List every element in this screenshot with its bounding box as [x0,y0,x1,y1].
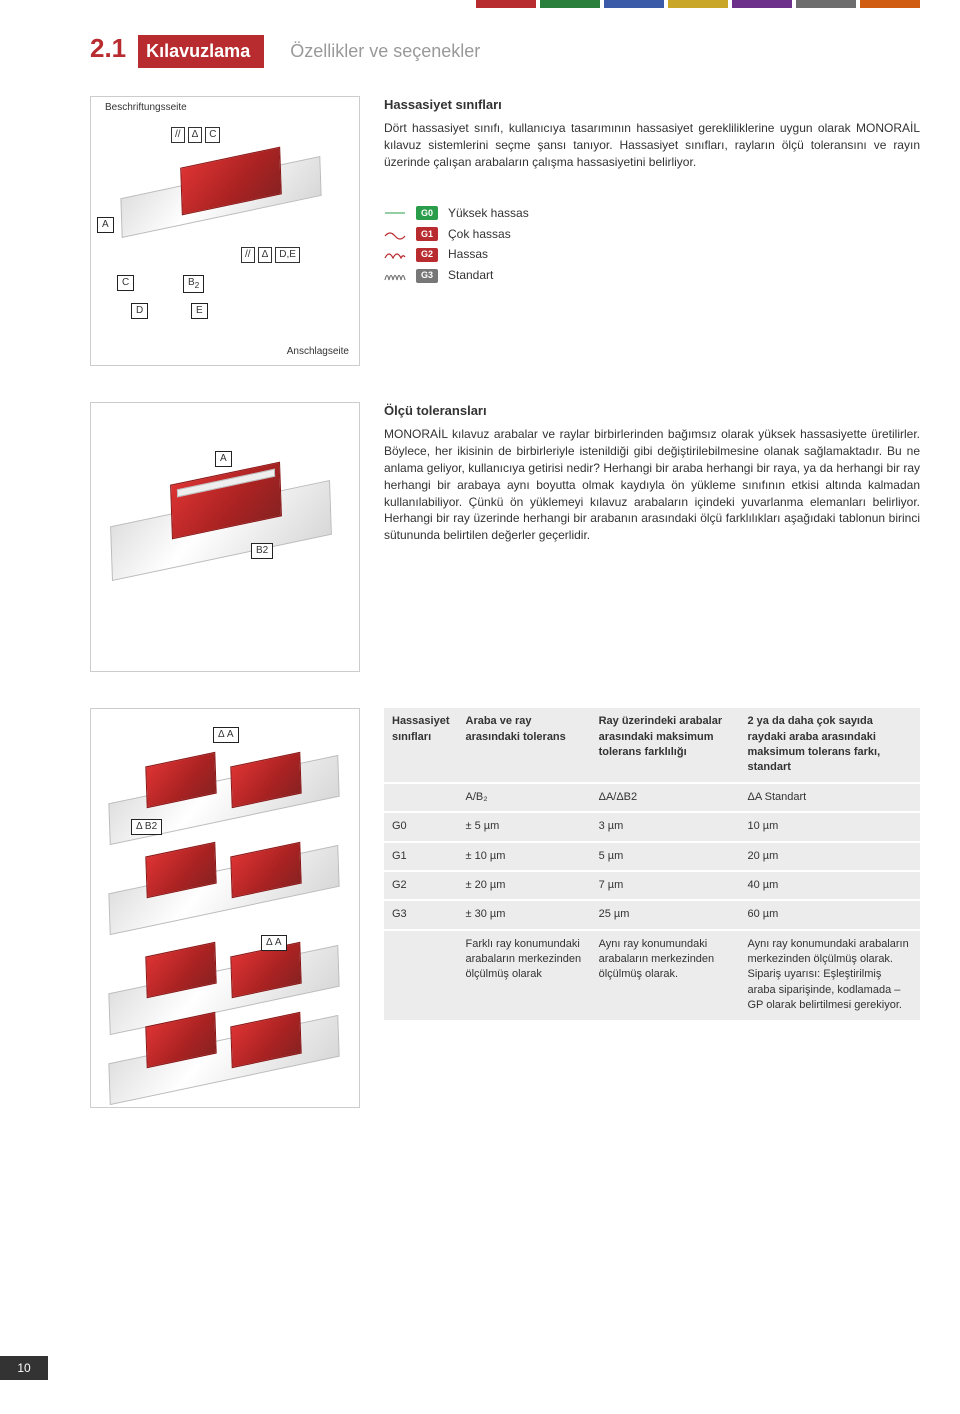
precision-item: G1 Çok hassas [384,226,920,243]
tolerance-table: Hassasiyet sınıfları Araba ve ray arasın… [384,708,920,1021]
foot-c2: Farklı ray konumundaki arabaların merkez… [458,930,591,1021]
cell-tol: ± 10 µm [458,842,591,871]
sub-c4: ΔA Standart [739,783,920,812]
dim-b2: B2 [183,275,204,293]
annot-slashes: // [171,127,185,143]
table-row: Hassasiyet sınıfları Araba ve ray arasın… [384,708,920,783]
section-number: 2.1 [90,30,126,66]
fig-label-top: Beschriftungsseite [105,101,187,115]
class-badge: G3 [416,269,438,283]
cell-class: G0 [384,812,458,841]
sub-c2: A/B₂ [458,783,591,812]
th-multi: 2 ya da daha çok sayıda raydaki araba ar… [739,708,920,783]
cell-diff: 3 µm [591,812,740,841]
table-row: G1 ± 10 µm 5 µm 20 µm [384,842,920,871]
cell-multi: 10 µm [739,812,920,841]
cell-class: G2 [384,871,458,900]
sub-c3: ΔA/ΔB2 [591,783,740,812]
precision-item: G3 Standart [384,267,920,284]
precision-class-list: G0 Yüksek hassas G1 Çok hassas G2 Hassas… [384,205,920,284]
figure-precision-dims: Beschriftungsseite // Δ C // Δ D,E A C B… [90,96,360,366]
table-row: A/B₂ ΔA/ΔB2 ΔA Standart [384,783,920,812]
strip-seg [732,0,792,8]
dim-a: A [97,217,114,233]
strip-seg [860,0,920,8]
strip-seg [796,0,856,8]
class-label: Hassas [448,246,488,263]
dim-b2-sub: 2 [195,280,200,290]
sec1-body: Dört hassasiyet sınıfı, kullanıcıya tasa… [384,120,920,170]
cell-diff: 7 µm [591,871,740,900]
sec1-title: Hassasiyet sınıfları [384,96,920,114]
cell-tol: ± 5 µm [458,812,591,841]
foot-c3: Aynı ray konumundaki arabaların merkezin… [591,930,740,1021]
figure-tolerance-single: A B2 [90,402,360,672]
cell-class: G1 [384,842,458,871]
fig-label-bottom: Anschlagseite [287,345,349,359]
delta-a-label: Δ A [213,727,239,743]
table-row: G0 ± 5 µm 3 µm 10 µm [384,812,920,841]
th-tol: Araba ve ray arasındaki tolerans [458,708,591,783]
class-label: Standart [448,267,493,284]
class-badge: G2 [416,248,438,262]
dim-b2-letter: B [188,277,195,288]
table-row: Farklı ray konumundaki arabaların merkez… [384,930,920,1021]
precision-item: G0 Yüksek hassas [384,205,920,222]
annot-de: D,E [275,247,300,263]
th-class: Hassasiyet sınıfları [384,708,458,783]
section-subtitle: Özellikler ve seçenekler [290,39,480,64]
th-diff: Ray üzerindeki arabalar arasındaki maksi… [591,708,740,783]
cell-diff: 5 µm [591,842,740,871]
strip-seg [540,0,600,8]
class-badge: G0 [416,206,438,220]
figure-tolerance-multi: Δ A Δ B2 Δ A [90,708,360,1108]
annot-delta: Δ [188,127,203,143]
dim-c: C [117,275,134,291]
class-label: Yüksek hassas [448,205,529,222]
page-header: 2.1 Kılavuzlama Özellikler ve seçenekler [90,30,920,68]
wave-icon [384,270,406,282]
cell-tol: ± 20 µm [458,871,591,900]
sec2-title: Ölçü toleransları [384,402,920,420]
dim-a: A [215,451,232,467]
sec2-body: MONORAİL kılavuz arabalar ve raylar birb… [384,426,920,544]
dim-b2: B2 [251,543,273,559]
precision-item: G2 Hassas [384,246,920,263]
cell-tol: ± 30 µm [458,900,591,929]
cell-diff: 25 µm [591,900,740,929]
cell-class: G3 [384,900,458,929]
section-title: Kılavuzlama [138,35,264,68]
table-row: G3 ± 30 µm 25 µm 60 µm [384,900,920,929]
dim-e: E [191,303,208,319]
delta-b2-label: Δ B2 [131,819,162,835]
strip-seg [476,0,536,8]
cell-multi: 60 µm [739,900,920,929]
wave-icon [384,228,406,240]
annot-slashes: // [241,247,255,263]
class-badge: G1 [416,227,438,241]
strip-seg [668,0,728,8]
wave-icon [384,207,406,219]
dim-d: D [131,303,148,319]
class-label: Çok hassas [448,226,511,243]
table-row: G2 ± 20 µm 7 µm 40 µm [384,871,920,900]
cell-multi: 20 µm [739,842,920,871]
annot-c: C [205,127,220,143]
strip-seg [604,0,664,8]
section-color-strip [476,0,920,8]
page-number: 10 [0,1356,48,1380]
wave-icon [384,249,406,261]
annot-delta: Δ [258,247,273,263]
delta-a-label: Δ A [261,935,287,951]
cell-multi: 40 µm [739,871,920,900]
foot-c4: Aynı ray konumundaki arabaların merkezin… [739,930,920,1021]
